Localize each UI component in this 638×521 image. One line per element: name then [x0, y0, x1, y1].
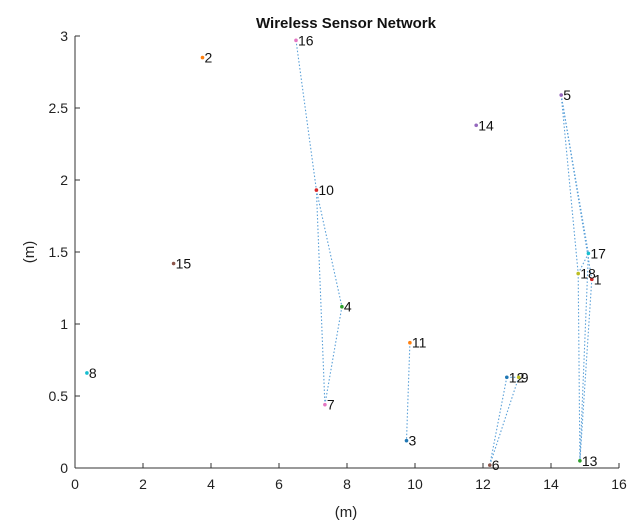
y-tick-label: 2.5 — [49, 100, 69, 116]
x-tick-label: 2 — [139, 476, 147, 492]
sensor-node-point — [200, 55, 205, 60]
sensor-node-label: 13 — [582, 453, 598, 469]
link-line — [579, 253, 589, 461]
x-tick-label: 0 — [71, 476, 79, 492]
y-tick-label: 1 — [60, 316, 68, 332]
sensor-node-label: 17 — [590, 245, 606, 261]
sensor-node-point — [586, 251, 591, 256]
link-line — [577, 253, 589, 274]
y-tick-label: 1.5 — [49, 244, 69, 260]
y-tick-label: 0 — [60, 460, 68, 476]
sensor-node-label: 9 — [521, 369, 529, 385]
sensor-node-point — [171, 261, 176, 266]
sensor-node-label: 18 — [580, 266, 596, 282]
sensor-node-label: 12 — [509, 369, 525, 385]
y-tick-label: 3 — [60, 28, 68, 44]
sensor-node-point — [559, 93, 563, 97]
sensor-node-point — [578, 459, 582, 463]
sensor-node-label: 6 — [492, 457, 500, 473]
sensor-node-label: 5 — [563, 87, 571, 103]
x-tick-label: 10 — [407, 476, 423, 492]
link-line — [489, 377, 508, 466]
x-tick-label: 14 — [543, 476, 559, 492]
x-tick-label: 6 — [275, 476, 283, 492]
x-axis-label: (m) — [335, 504, 358, 521]
link-line — [315, 189, 343, 307]
sensor-node-label: 8 — [89, 365, 97, 381]
sensor-node-label: 11 — [412, 335, 427, 351]
sensor-node-label: 7 — [327, 397, 335, 413]
link-line — [489, 377, 520, 466]
sensor-node-label: 16 — [298, 32, 314, 48]
sensor-node-label: 4 — [344, 299, 352, 315]
sensor-node-point — [323, 402, 327, 407]
sensor-node-point — [488, 463, 492, 467]
sensor-node-point — [404, 438, 409, 443]
x-tick-label: 8 — [343, 476, 351, 492]
sensor-node-point — [505, 375, 509, 380]
sensor-node-label: 2 — [205, 50, 213, 66]
y-tick-label: 2 — [60, 172, 68, 188]
sensor-node-point — [314, 188, 319, 192]
sensor-node-label: 15 — [176, 256, 192, 272]
sensor-node-label: 10 — [318, 182, 334, 198]
link-line — [560, 94, 579, 274]
sensor-node-point — [590, 277, 594, 282]
sensor-node-label: 14 — [478, 117, 494, 133]
y-axis-label: (m) — [21, 241, 38, 264]
sensor-node-point — [85, 371, 89, 375]
link-line — [295, 40, 317, 191]
chart-title: Wireless Sensor Network — [256, 15, 437, 32]
sensor-node-label: 3 — [409, 433, 417, 449]
x-tick-label: 12 — [475, 476, 491, 492]
link-line — [405, 342, 411, 441]
sensor-node-point — [576, 271, 580, 276]
link-line — [579, 279, 593, 461]
x-tick-label: 4 — [207, 476, 215, 492]
sensor-node-point — [294, 38, 298, 43]
x-tick-label: 16 — [611, 476, 627, 492]
y-tick-label: 0.5 — [49, 388, 69, 404]
link-line — [324, 306, 343, 405]
link-line — [560, 94, 589, 254]
sensor-node-point — [408, 340, 412, 345]
link-line — [315, 190, 326, 405]
link-line — [577, 273, 581, 461]
sensor-node-label: 1 — [594, 271, 602, 287]
sensor-node-point — [516, 375, 521, 380]
links-layer — [295, 40, 593, 466]
link-line — [560, 94, 593, 280]
sensor-node-point — [474, 123, 479, 128]
sensor-node-point — [340, 304, 344, 309]
